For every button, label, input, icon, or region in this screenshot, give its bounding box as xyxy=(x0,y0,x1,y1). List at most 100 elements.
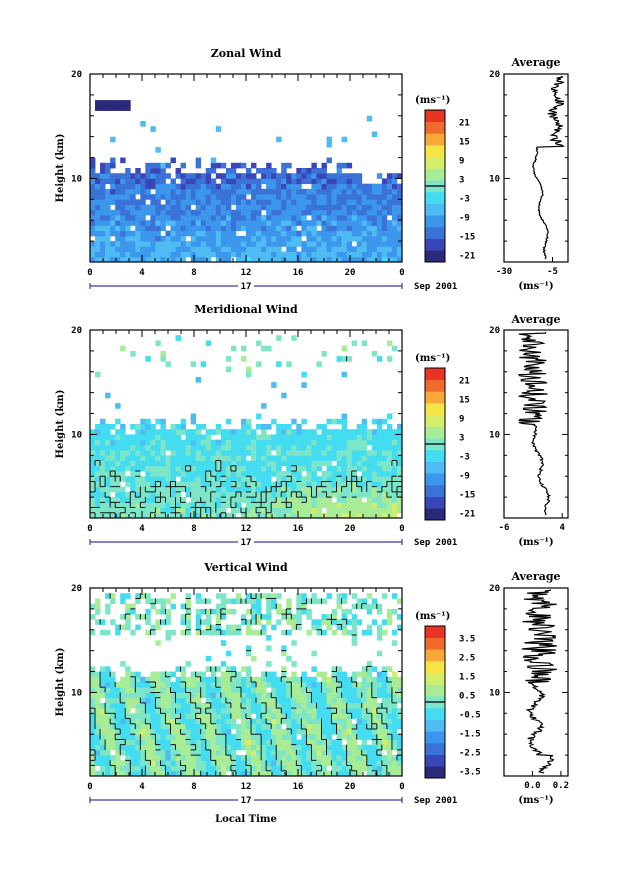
heatmap-cell xyxy=(331,755,337,761)
heatmap-cell xyxy=(225,676,232,683)
heatmap-cell xyxy=(100,755,106,761)
heatmap-cell xyxy=(115,465,121,472)
heatmap-cell xyxy=(381,734,388,740)
heatmap-cell xyxy=(235,220,242,226)
heatmap-cell xyxy=(251,204,257,211)
heatmap-cell xyxy=(376,739,383,746)
panel-title: Zonal Wind xyxy=(211,47,282,60)
heatmap-cell xyxy=(210,235,217,242)
colorbar-swatch xyxy=(425,426,445,439)
heatmap-cell xyxy=(145,512,151,519)
heatmap-cell xyxy=(190,486,197,493)
heatmap-cell xyxy=(311,465,317,472)
heatmap-cell xyxy=(190,770,197,777)
heatmap-cell xyxy=(190,744,197,751)
heatmap-cell xyxy=(215,512,222,519)
heatmap-cell xyxy=(220,755,227,761)
average-profile-line xyxy=(532,75,566,260)
heatmap-cell xyxy=(235,671,242,678)
heatmap-cell xyxy=(286,655,292,662)
heatmap-cell xyxy=(296,215,302,221)
heatmap-cell xyxy=(150,770,156,777)
heatmap-cell xyxy=(356,687,363,693)
heatmap-cell xyxy=(195,718,202,725)
heatmap-cell xyxy=(346,486,353,493)
heatmap-cell xyxy=(170,723,176,730)
heatmap-cell xyxy=(321,708,327,714)
heatmap-cell xyxy=(296,424,302,430)
heatmap-cell xyxy=(95,608,101,615)
heatmap-cell xyxy=(175,708,181,714)
heatmap-cell xyxy=(185,512,192,519)
heatmap-cell xyxy=(266,702,272,709)
heatmap-cell xyxy=(246,418,252,425)
heatmap-cell xyxy=(336,713,343,719)
heatmap-cell xyxy=(225,682,232,688)
heatmap-cell xyxy=(225,418,232,425)
heatmap-cell xyxy=(246,188,252,195)
heatmap-cell xyxy=(95,424,101,430)
heatmap-cell xyxy=(336,194,343,200)
heatmap-cell xyxy=(185,603,192,610)
heatmap-cell xyxy=(281,455,287,461)
heatmap-cell xyxy=(276,194,282,200)
heatmap-cell xyxy=(170,507,176,514)
heatmap-cell xyxy=(291,204,297,211)
heatmap-cell xyxy=(361,502,368,508)
heatmap-cell xyxy=(366,204,373,211)
heatmap-cell xyxy=(351,749,358,756)
heatmap-cell xyxy=(125,755,131,761)
heatmap-cell xyxy=(251,230,257,237)
panel-title: Vertical Wind xyxy=(203,561,288,574)
heatmap-cell xyxy=(271,173,277,179)
heatmap-cell xyxy=(160,491,166,498)
heatmap-cell xyxy=(150,476,156,482)
heatmap-cell xyxy=(220,608,227,615)
heatmap-cell xyxy=(140,734,146,740)
heatmap-cell xyxy=(215,471,222,477)
heatmap-cell xyxy=(195,502,202,508)
heatmap-cell xyxy=(371,418,378,425)
heatmap-cell xyxy=(160,168,166,174)
heatmap-cell xyxy=(240,713,247,719)
heatmap-cell xyxy=(296,702,302,709)
heatmap-cell xyxy=(160,450,166,456)
heatmap-cell xyxy=(391,687,398,693)
heatmap-cell xyxy=(230,608,237,615)
heatmap-cell xyxy=(170,713,176,719)
heatmap-cell xyxy=(120,460,126,467)
heatmap-cell xyxy=(286,235,292,242)
heatmap-cell xyxy=(140,251,146,258)
heatmap-cell xyxy=(180,476,187,482)
heatmap-cell xyxy=(105,744,111,751)
heatmap-cell xyxy=(185,770,192,777)
heatmap-cell xyxy=(230,199,237,205)
heatmap-cell xyxy=(296,460,302,467)
heatmap-cell xyxy=(266,444,272,451)
heatmap-cell xyxy=(240,755,247,761)
heatmap-cell xyxy=(346,230,353,237)
heatmap-cell xyxy=(306,723,312,730)
heatmap-cell xyxy=(321,209,327,216)
heatmap-cell xyxy=(115,256,121,263)
heatmap-cell xyxy=(246,230,252,237)
heatmap-cell xyxy=(286,603,292,610)
heatmap-cell xyxy=(235,765,242,772)
heatmap-cell xyxy=(240,718,247,725)
heatmap-cell xyxy=(291,512,297,519)
heatmap-cell xyxy=(190,471,197,477)
heatmap-cell xyxy=(165,429,171,435)
heatmap-cell xyxy=(235,471,242,477)
heatmap-cell xyxy=(225,692,232,699)
heatmap-cell xyxy=(215,439,222,446)
heatmap-cell xyxy=(381,629,388,636)
heatmap-cell xyxy=(286,512,292,519)
heatmap-cell xyxy=(240,760,247,766)
heatmap-cell xyxy=(155,209,161,216)
heatmap-cell xyxy=(205,439,212,446)
heatmap-cell xyxy=(351,723,358,730)
heatmap-cell xyxy=(291,676,297,683)
heatmap-cell xyxy=(180,702,187,709)
heatmap-cell xyxy=(336,702,343,709)
heatmap-cell xyxy=(261,671,267,678)
